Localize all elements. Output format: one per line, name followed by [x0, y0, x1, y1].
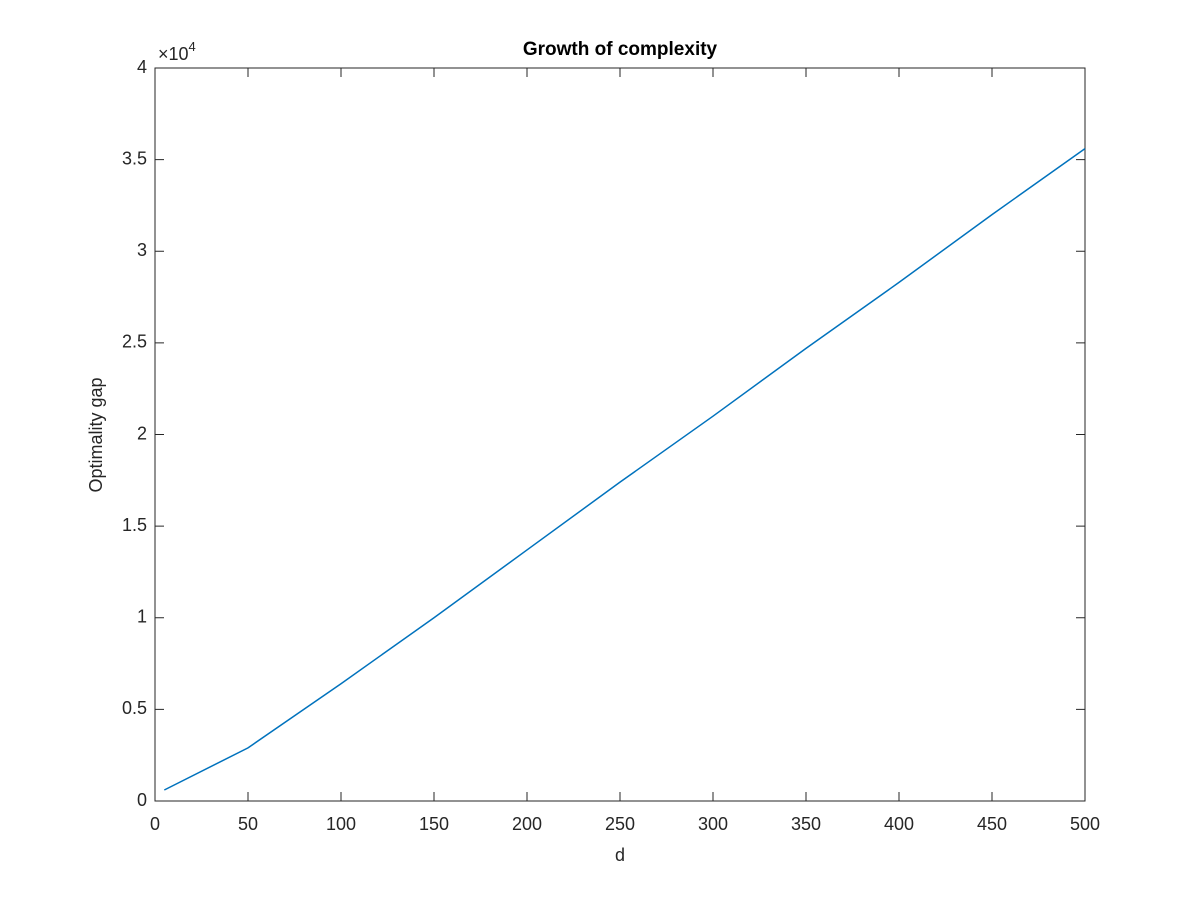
- x-tick-label: 50: [238, 814, 258, 834]
- x-tick-label: 300: [698, 814, 728, 834]
- chart-title: Growth of complexity: [523, 39, 718, 60]
- y-axis-label: Optimality gap: [86, 377, 106, 492]
- x-tick-label: 100: [326, 814, 356, 834]
- y-tick-label: 1.5: [122, 515, 147, 535]
- y-tick-label: 2.5: [122, 332, 147, 352]
- data-line: [163, 148, 1086, 791]
- y-tick-label: 0: [137, 790, 147, 810]
- y-tick-label: 4: [137, 57, 147, 77]
- y-tick-label: 2: [137, 423, 147, 443]
- x-tick-label: 150: [419, 814, 449, 834]
- axes-box: [154, 67, 1086, 802]
- y-multiplier-base: ×10: [158, 44, 189, 64]
- x-tick-label: 500: [1070, 814, 1100, 834]
- x-tick-label: 200: [512, 814, 542, 834]
- y-multiplier: ×104: [158, 39, 196, 63]
- x-tick-label: 350: [791, 814, 821, 834]
- x-tick-label: 450: [977, 814, 1007, 834]
- y-tick-label: 1: [137, 607, 147, 627]
- y-tick-label: 3: [137, 240, 147, 260]
- y-tick-label: 0.5: [122, 698, 147, 718]
- y-multiplier-exponent: 4: [189, 39, 196, 54]
- y-tick-label: 3.5: [122, 148, 147, 168]
- x-tick-label: 0: [150, 814, 160, 834]
- x-tick-label: 250: [605, 814, 635, 834]
- x-axis-label: d: [615, 845, 625, 865]
- x-tick-label: 400: [884, 814, 914, 834]
